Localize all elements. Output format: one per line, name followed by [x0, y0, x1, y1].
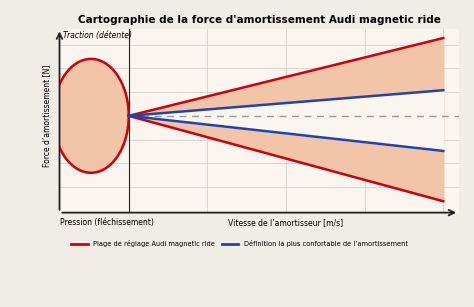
- Text: Vitesse de l’amortisseur [m/s]: Vitesse de l’amortisseur [m/s]: [228, 218, 344, 227]
- Text: Force d’amortissement [N]: Force d’amortissement [N]: [43, 65, 51, 167]
- Legend: Plage de réglage Audi magnetic ride, Définition la plus confortable de l’amortis: Plage de réglage Audi magnetic ride, Déf…: [68, 237, 410, 250]
- Text: Pression (fléchissement): Pression (fléchissement): [60, 218, 154, 227]
- Title: Cartographie de la force d'amortissement Audi magnetic ride: Cartographie de la force d'amortissement…: [78, 15, 441, 25]
- Text: Traction (détente): Traction (détente): [63, 31, 132, 41]
